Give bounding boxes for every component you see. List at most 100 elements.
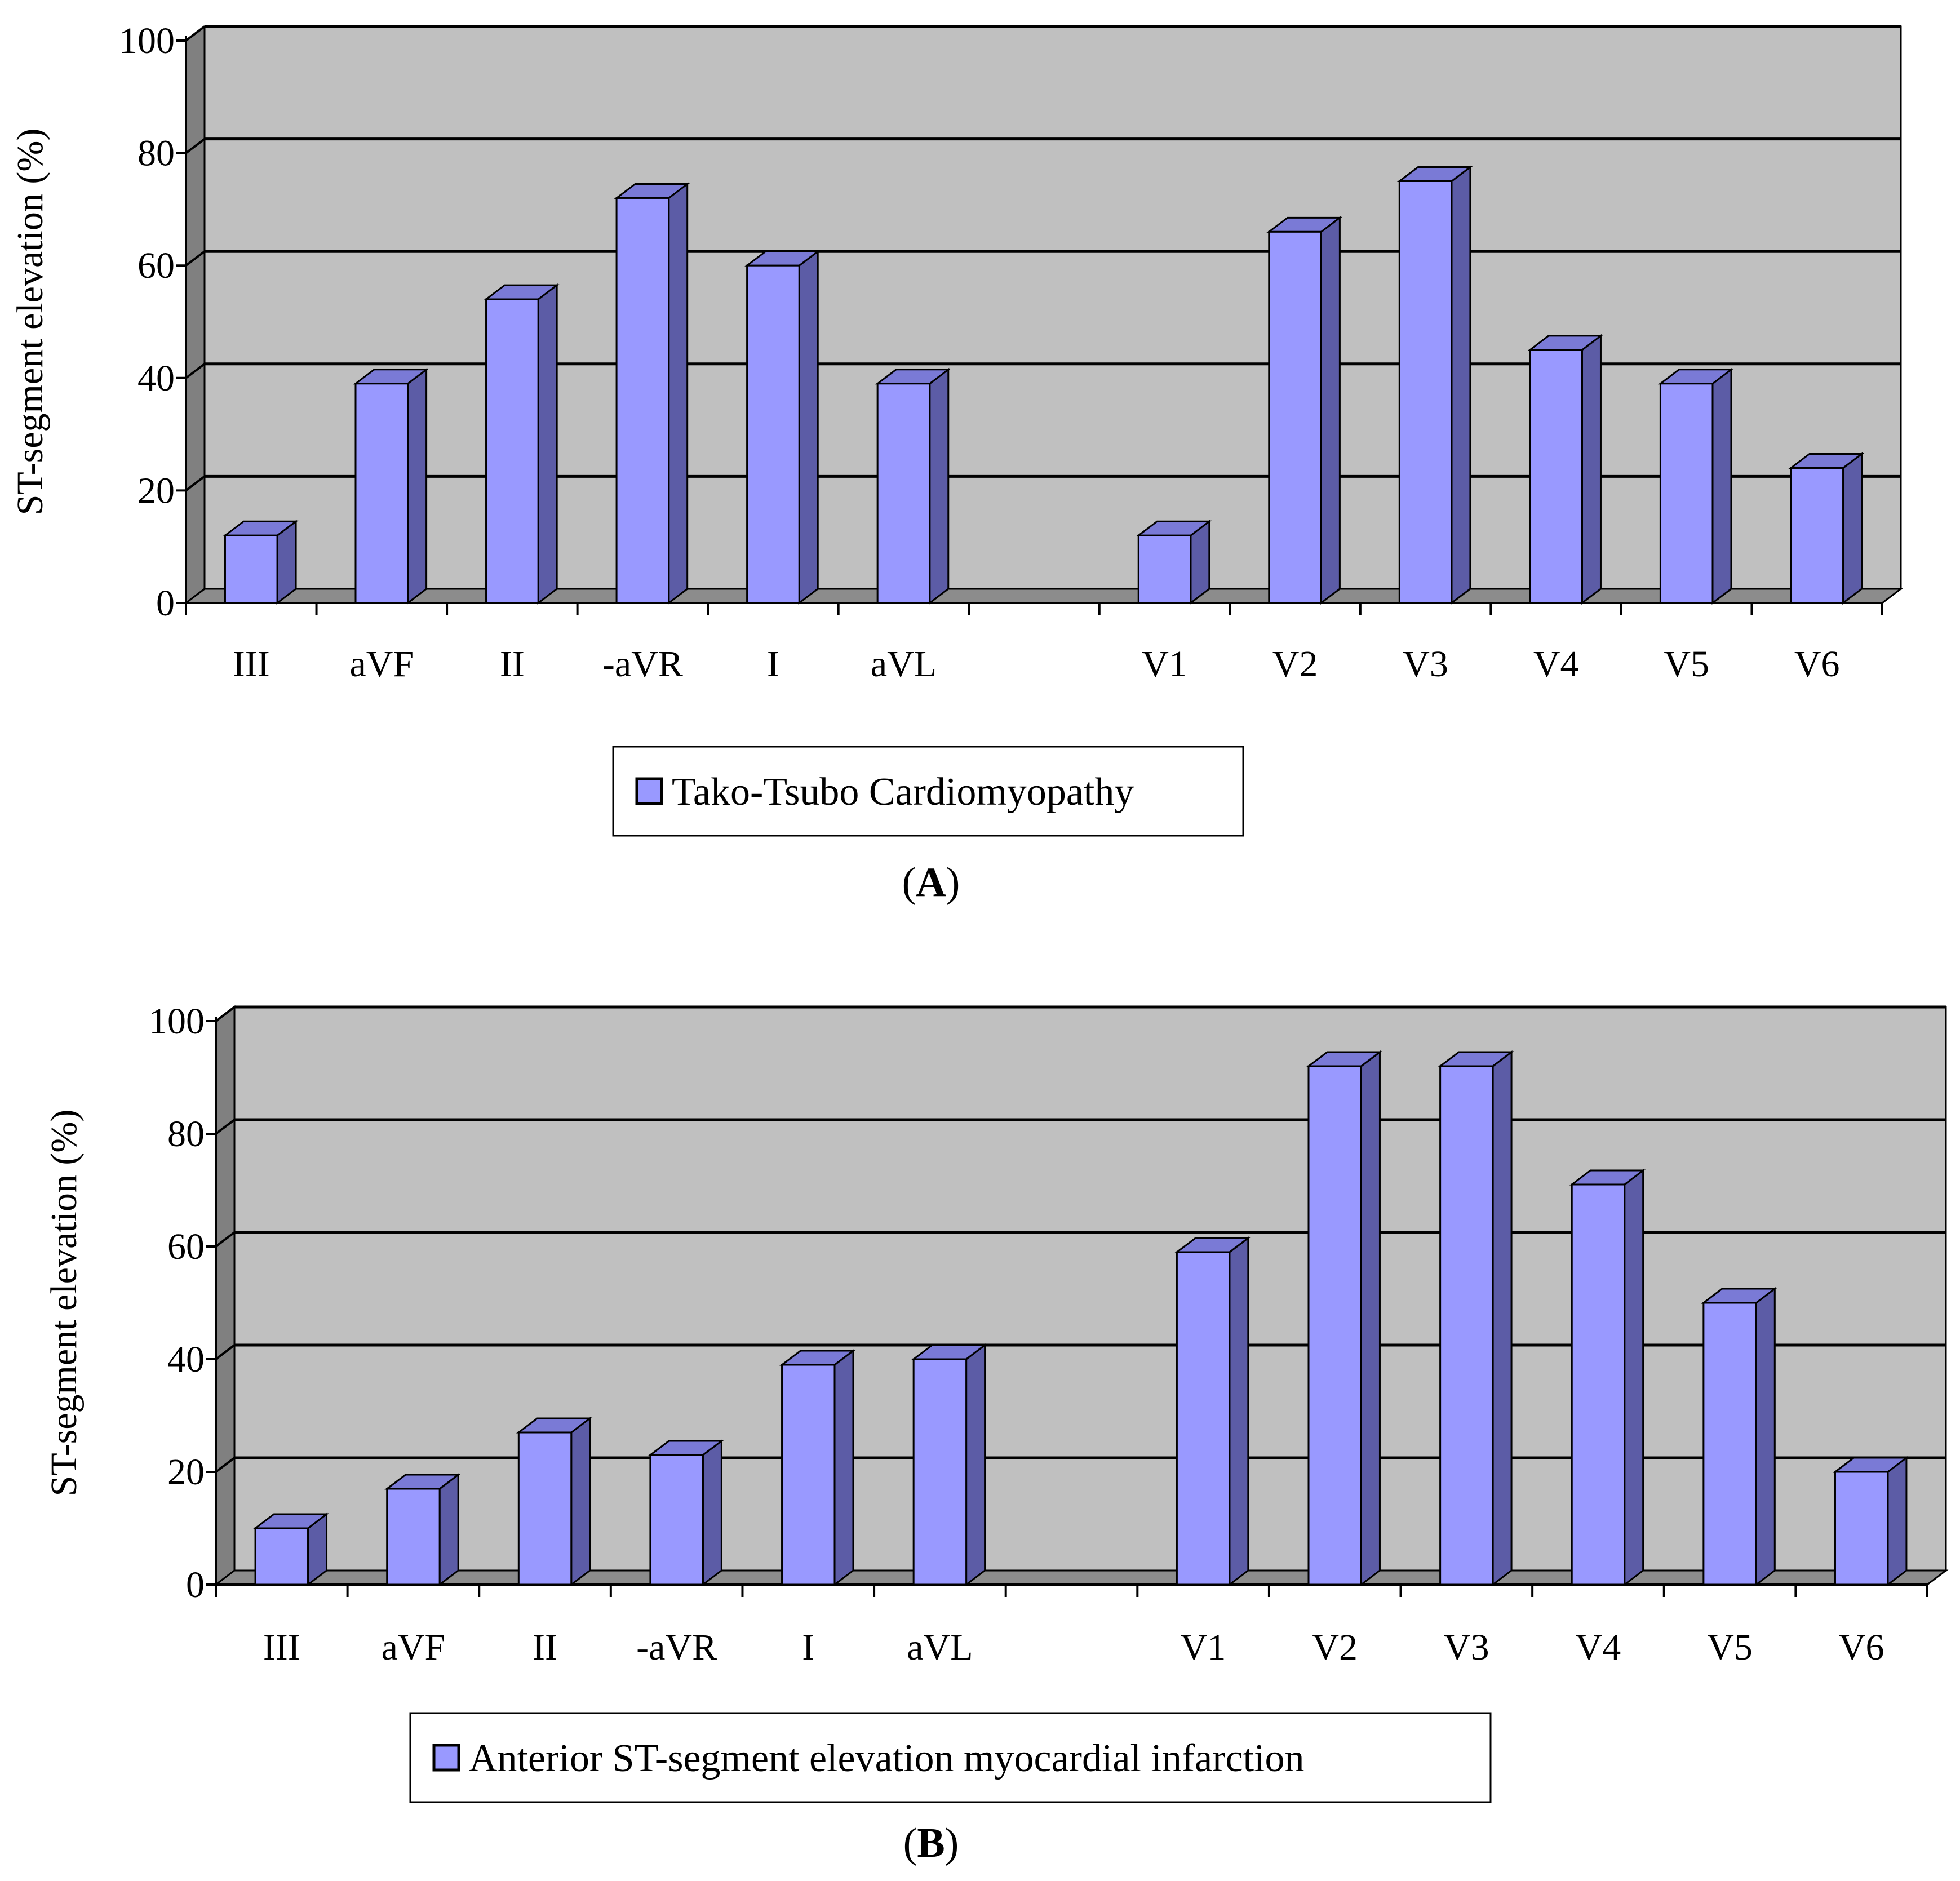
panel-b-bar-front-v1 bbox=[1176, 1251, 1231, 1586]
panel-b-bar-i bbox=[779, 1348, 856, 1587]
panel-b-gridline-side bbox=[215, 1006, 236, 1022]
panel-a-bar-v3 bbox=[1396, 165, 1473, 605]
panel-b-label-open: ( bbox=[903, 1820, 917, 1866]
panel-b-bar-front-avf bbox=[386, 1488, 441, 1586]
panel-a-gridline-side bbox=[185, 250, 206, 267]
panel-a-category-label-v1: V1 bbox=[1142, 644, 1187, 685]
panel-a-bar-side-v2 bbox=[1320, 216, 1341, 605]
panel-b-bar-front-i bbox=[781, 1364, 836, 1586]
panel-b-ytick-label: 0 bbox=[186, 1564, 205, 1605]
panel-a-category-label-iii: III bbox=[233, 644, 270, 685]
panel-b-bar-side-avl bbox=[965, 1343, 986, 1587]
panel-a-bar-front-v4 bbox=[1529, 349, 1583, 604]
panel-b-category-label-v3: V3 bbox=[1444, 1627, 1489, 1668]
panel-b-category-label-v6: V6 bbox=[1839, 1627, 1884, 1668]
panel-a-bar-iii bbox=[222, 520, 299, 605]
panel-a-legend-label: Tako-Tsubo Cardiomyopathy bbox=[672, 770, 1134, 814]
panel-a-legend-swatch bbox=[635, 777, 663, 805]
panel-b-bar-side-avr bbox=[702, 1439, 722, 1587]
panel-a-label: (A) bbox=[902, 859, 960, 906]
panel-b-category-label-v1: V1 bbox=[1181, 1627, 1226, 1668]
panel-a-bar-side-avl bbox=[929, 367, 950, 605]
panel-b-category-label-iii: III bbox=[263, 1627, 300, 1668]
panel-b-bar-front-v6 bbox=[1834, 1471, 1889, 1586]
panel-a-bar-front-avr bbox=[615, 197, 670, 604]
panel-b-floor bbox=[213, 1569, 1949, 1586]
panel-b-back-wall bbox=[233, 1006, 1947, 1572]
panel-b-bar-side-v6 bbox=[1887, 1456, 1908, 1587]
panel-b-bar-front-avr bbox=[649, 1454, 704, 1586]
panel-b-bar-ii bbox=[516, 1416, 593, 1587]
panel-b-bar-side-v3 bbox=[1492, 1050, 1513, 1587]
panel-b-bar-avl bbox=[911, 1343, 988, 1587]
panel-a-legend: Tako-Tsubo Cardiomyopathy bbox=[612, 746, 1244, 837]
panel-a-floor bbox=[183, 588, 1904, 604]
panel-b-side-wall bbox=[215, 1005, 236, 1587]
panel-a-category-label-v3: V3 bbox=[1403, 644, 1448, 685]
panel-a-y-axis-label: ST-segment elevation (%) bbox=[10, 128, 51, 516]
panel-a-category-label-avf: aVF bbox=[349, 644, 414, 685]
panel-a-bar-side-v3 bbox=[1451, 165, 1471, 605]
panel-b-bar-front-ii bbox=[517, 1431, 573, 1586]
panel-b-bar-v2 bbox=[1306, 1050, 1382, 1587]
panel-a-bar-front-v3 bbox=[1398, 180, 1453, 604]
panel-b-label-letter: B bbox=[917, 1820, 944, 1866]
panel-b-bar-v5 bbox=[1701, 1286, 1777, 1587]
panel-a-bar-front-avf bbox=[354, 383, 409, 604]
panel-a-bar-ii bbox=[484, 283, 560, 605]
panel-a-category-label-v5: V5 bbox=[1664, 644, 1709, 685]
panel-a-bar-avr bbox=[614, 182, 690, 605]
panel-a-category-label-v2: V2 bbox=[1272, 644, 1318, 685]
panel-a-bar-side-v4 bbox=[1581, 334, 1602, 605]
panel-a-bar-front-v2 bbox=[1268, 230, 1322, 604]
panel-b-bar-side-avf bbox=[438, 1472, 459, 1587]
panel-b-bar-v3 bbox=[1438, 1050, 1514, 1587]
panel-a-bar-front-i bbox=[746, 264, 800, 604]
panel-b-bar-front-avl bbox=[912, 1358, 968, 1586]
panel-a-bar-front-v1 bbox=[1137, 534, 1192, 604]
panel-a-side-wall bbox=[185, 24, 206, 605]
panel-b-legend-label: Anterior ST-segment elevation myocardial… bbox=[469, 1737, 1305, 1780]
panel-b-category-label-ii: II bbox=[533, 1627, 557, 1668]
panel-b-bar-front-v5 bbox=[1702, 1302, 1757, 1586]
panel-a-category-label-avr: -aVR bbox=[602, 644, 683, 685]
panel-a-bar-side-avf bbox=[407, 367, 428, 605]
panel-b-bar-front-iii bbox=[254, 1527, 309, 1586]
panel-a-label-letter: A bbox=[916, 859, 946, 906]
panel-a-bar-v1 bbox=[1136, 520, 1212, 605]
panel-b-ytick-label: 60 bbox=[167, 1226, 205, 1267]
panel-b-category-label-v4: V4 bbox=[1576, 1627, 1621, 1668]
panel-b-category-label-v2: V2 bbox=[1312, 1627, 1358, 1668]
panel-b-bar-v6 bbox=[1833, 1456, 1909, 1587]
panel-a-gridline-side bbox=[185, 475, 206, 491]
panel-b-bar-side-v5 bbox=[1755, 1286, 1776, 1587]
panel-b-gridline-side bbox=[215, 1344, 236, 1360]
panel-b-bar-v4 bbox=[1569, 1168, 1646, 1587]
panel-a-bar-side-v5 bbox=[1711, 367, 1732, 605]
panel-a-bar-front-ii bbox=[485, 298, 539, 604]
panel-a-bar-front-v5 bbox=[1659, 383, 1714, 604]
panel-b-legend-swatch bbox=[432, 1744, 460, 1772]
panel-a-bar-v4 bbox=[1527, 334, 1603, 605]
panel-a-bar-side-avr bbox=[668, 182, 689, 605]
panel-a-back-wall bbox=[203, 25, 1902, 590]
panel-a-label-close: ) bbox=[946, 859, 960, 906]
panel-b-gridline-side bbox=[215, 1119, 236, 1135]
panel-b-label: (B) bbox=[903, 1820, 959, 1866]
panel-b-bar-avr bbox=[648, 1439, 724, 1587]
panel-a-bar-front-avl bbox=[876, 383, 931, 604]
panel-b-legend-box bbox=[409, 1712, 1492, 1803]
panel-a-category-label-i: I bbox=[767, 644, 779, 685]
panel-a-bar-i bbox=[744, 250, 821, 605]
panel-a-bar-avf bbox=[353, 367, 429, 605]
panel-b-bar-front-v4 bbox=[1571, 1183, 1626, 1586]
panel-b-bar-v1 bbox=[1174, 1236, 1251, 1587]
panel-b-ytick-label: 20 bbox=[167, 1452, 205, 1493]
panel-a-gridline-side bbox=[185, 138, 206, 154]
panel-a-gridline-side bbox=[185, 363, 206, 379]
panel-b-category-label-avl: aVL bbox=[907, 1627, 973, 1668]
panel-a-gridline-side bbox=[185, 25, 206, 42]
panel-a-bar-front-iii bbox=[224, 534, 278, 604]
